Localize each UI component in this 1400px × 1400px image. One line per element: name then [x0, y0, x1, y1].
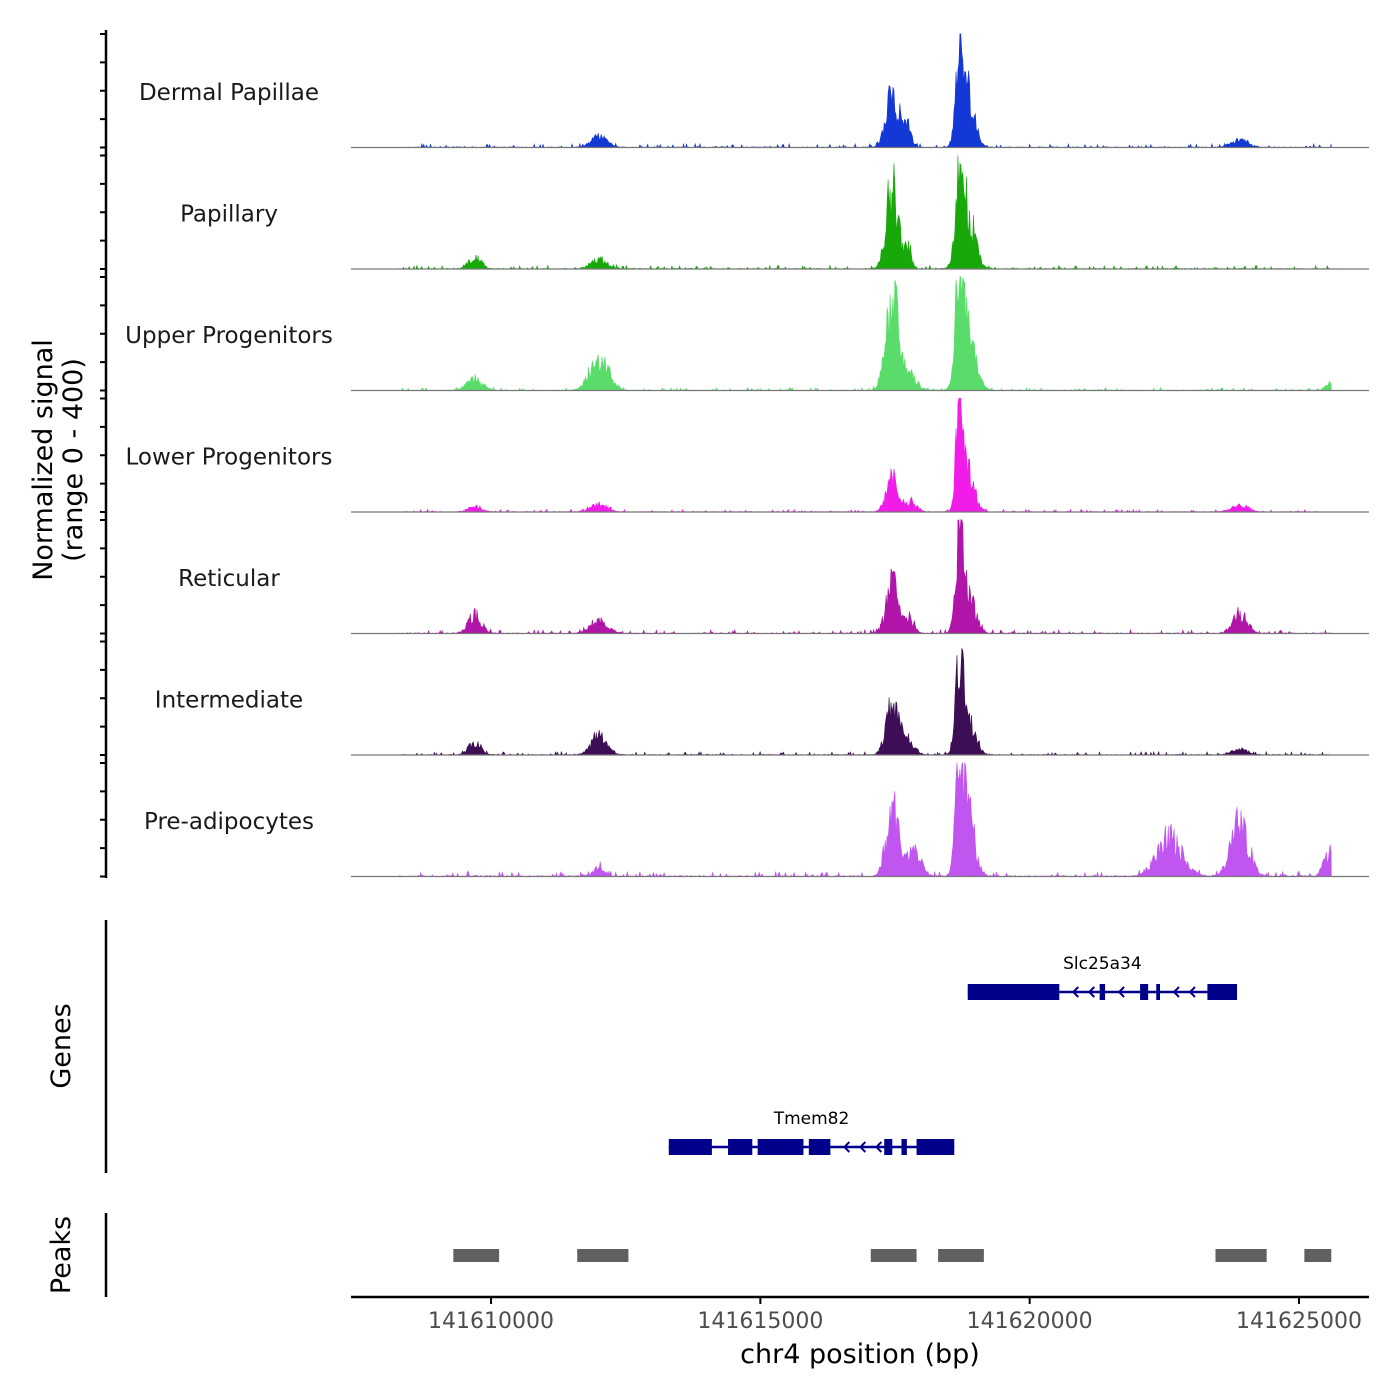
y-axis-title: Normalized signal (range 0 - 400) — [28, 339, 89, 581]
track-reticular: Reticular — [178, 519, 1369, 635]
coverage-axis — [100, 30, 108, 878]
gene-exon — [901, 1139, 907, 1155]
strand-arrow — [1117, 986, 1125, 998]
track-papillary: Papillary — [180, 155, 1369, 270]
peak-region — [577, 1249, 629, 1262]
peak-region — [1304, 1249, 1332, 1262]
strand-arrow — [1087, 986, 1095, 998]
gene-label: Slc25a34 — [1063, 954, 1142, 974]
peaks-panel-label: Peaks — [46, 1216, 77, 1294]
genes-panel-label: Genes — [46, 1003, 77, 1088]
gene-exon — [668, 1139, 712, 1155]
track-label: Pre-adipocytes — [144, 809, 314, 835]
gene-exon — [967, 984, 1060, 1000]
strand-arrow — [1172, 986, 1180, 998]
track-upper-progenitors: Upper Progenitors — [125, 276, 1369, 392]
gene-annotations: Slc25a34 Tmem82 — [668, 954, 1238, 1155]
gene-exon — [884, 1139, 893, 1155]
track-lower-progenitors: Lower Progenitors — [126, 398, 1369, 513]
peak-region — [938, 1249, 984, 1262]
gene-exon — [1099, 984, 1106, 1000]
x-axis-ticks: 141610000 141615000 141620000 141625000 — [428, 1297, 1362, 1334]
gene-exon — [1140, 984, 1149, 1000]
track-label: Dermal Papillae — [139, 80, 319, 106]
coverage-tracks: Dermal Papillae Papillary Upper Progenitor… — [125, 33, 1369, 878]
track-label: Lower Progenitors — [126, 445, 333, 471]
track-label: Papillary — [180, 202, 278, 228]
peak-region — [870, 1249, 917, 1262]
gene-slc25a34: Slc25a34 — [967, 954, 1238, 1000]
track-dermal-papillae: Dermal Papillae — [139, 33, 1369, 149]
peak-regions — [453, 1249, 1332, 1262]
track-label: Upper Progenitors — [125, 323, 333, 349]
x-axis-title: chr4 position (bp) — [740, 1339, 980, 1370]
y-axis-title-line1: Normalized signal — [28, 339, 59, 581]
gene-exon — [1156, 984, 1161, 1000]
gene-exon — [1207, 984, 1238, 1000]
strand-arrow — [842, 1141, 851, 1153]
peak-region — [1215, 1249, 1267, 1262]
track-label: Intermediate — [155, 688, 303, 714]
track-label: Reticular — [178, 566, 280, 592]
gene-tmem82: Tmem82 — [668, 1109, 955, 1155]
gene-label: Tmem82 — [773, 1109, 850, 1129]
strand-arrow — [858, 1141, 867, 1153]
x-tick-label: 141620000 — [967, 1309, 1093, 1334]
strand-arrow — [1188, 986, 1196, 998]
track-pre-adipocytes: Pre-adipocytes — [144, 761, 1369, 878]
gene-exon — [757, 1139, 804, 1155]
x-tick-label: 141610000 — [428, 1309, 554, 1334]
gene-exon — [728, 1139, 753, 1155]
gene-exon — [808, 1139, 831, 1155]
strand-arrow — [1071, 986, 1079, 998]
strand-arrow — [874, 1141, 883, 1153]
x-tick-label: 141625000 — [1236, 1309, 1362, 1334]
peak-region — [453, 1249, 500, 1262]
track-intermediate: Intermediate — [155, 647, 1369, 756]
gene-exon — [916, 1139, 955, 1155]
x-tick-label: 141615000 — [697, 1309, 823, 1334]
y-axis-title-line2: (range 0 - 400) — [58, 358, 89, 562]
